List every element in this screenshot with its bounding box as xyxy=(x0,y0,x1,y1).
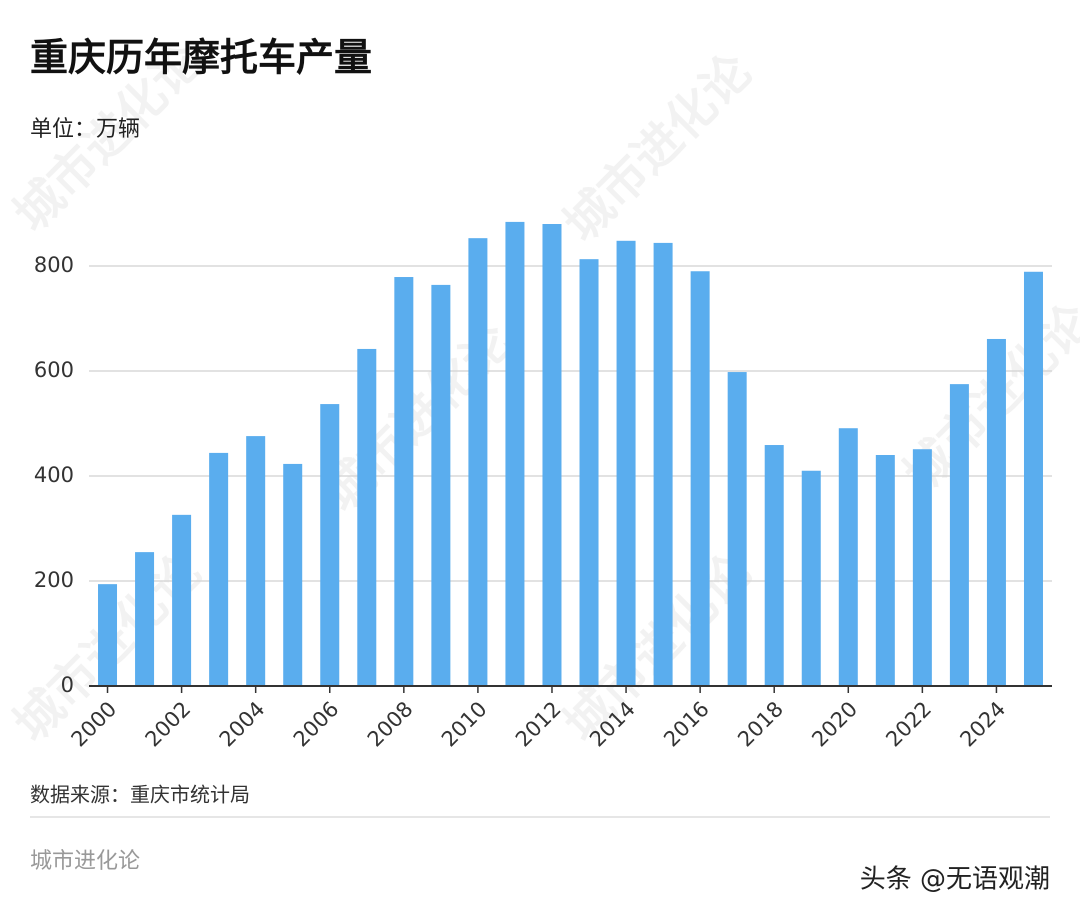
brand-watermark: 城市进化论 xyxy=(553,43,763,253)
bar xyxy=(505,221,525,686)
bar xyxy=(394,277,414,686)
y-tick-label: 200 xyxy=(34,568,74,592)
y-tick-label: 600 xyxy=(34,358,74,382)
bar xyxy=(912,449,932,686)
chart-subtitle: 单位：万辆 xyxy=(30,117,140,142)
chart-title: 重庆历年摩托车产量 xyxy=(30,36,372,80)
bar xyxy=(764,445,784,686)
x-tick-label: 2006 xyxy=(289,697,344,752)
bar xyxy=(838,428,858,686)
bar xyxy=(986,338,1006,686)
x-tick-label: 2008 xyxy=(363,697,418,752)
y-tick-label: 0 xyxy=(61,673,74,697)
x-tick-label: 2012 xyxy=(511,697,566,752)
watermark: 头条 @无语观潮 xyxy=(860,865,1050,895)
bar xyxy=(209,452,229,686)
bar xyxy=(357,348,377,686)
y-tick-label: 400 xyxy=(34,463,74,487)
bar xyxy=(690,271,710,686)
bar xyxy=(246,436,266,686)
bar xyxy=(727,372,747,686)
bar xyxy=(801,470,821,686)
bar xyxy=(1023,271,1043,686)
bar xyxy=(949,384,969,686)
bar xyxy=(653,242,673,686)
x-tick-label: 2018 xyxy=(733,697,788,752)
bar xyxy=(875,455,895,686)
bar xyxy=(616,240,636,687)
bar xyxy=(135,552,155,686)
y-tick-label: 800 xyxy=(34,253,74,277)
bar xyxy=(283,463,303,686)
x-tick-label: 2024 xyxy=(955,697,1010,752)
x-tick-label: 2002 xyxy=(141,697,196,752)
bar xyxy=(320,404,340,686)
brand: 城市进化论 xyxy=(30,849,140,874)
brand-watermark: 城市进化论 xyxy=(313,313,523,523)
x-tick-label: 2020 xyxy=(807,697,862,752)
x-tick-label: 2022 xyxy=(881,697,936,752)
x-tick-label: 2016 xyxy=(659,697,714,752)
x-tick-label: 2010 xyxy=(437,697,492,752)
bar xyxy=(468,238,488,687)
bar xyxy=(172,514,192,686)
bar xyxy=(98,584,118,686)
x-tick-label: 2004 xyxy=(215,697,270,752)
bar xyxy=(542,224,562,686)
bar xyxy=(579,259,599,686)
source-note: 数据来源：重庆市统计局 xyxy=(30,783,250,807)
bar xyxy=(431,284,451,686)
